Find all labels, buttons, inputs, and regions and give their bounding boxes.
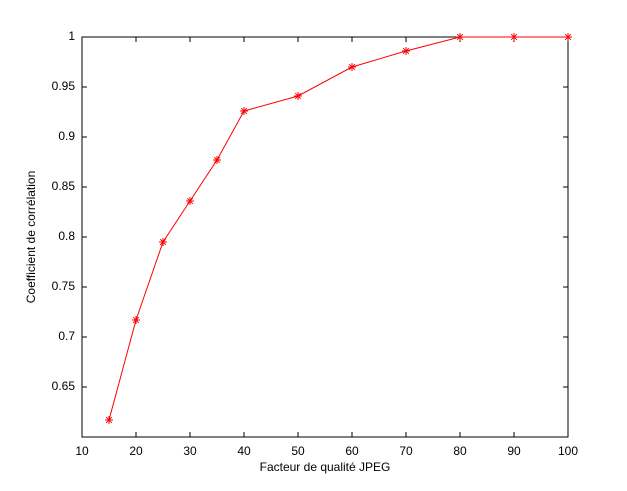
y-tick-label: 0.9: [58, 129, 75, 143]
data-point: [402, 47, 410, 55]
data-point: [240, 107, 248, 115]
marker-stroke: [294, 92, 302, 100]
data-point: [564, 33, 572, 41]
x-tick-label: 90: [507, 444, 521, 458]
marker-stroke: [456, 33, 464, 41]
marker-stroke: [510, 33, 518, 41]
x-tick-label: 40: [237, 444, 251, 458]
marker-stroke: [213, 156, 221, 164]
x-tick-label: 100: [558, 444, 578, 458]
x-axis-label: Facteur de qualité JPEG: [260, 460, 391, 474]
plot-area: [81, 36, 569, 438]
data-point: [132, 316, 140, 324]
marker-stroke: [240, 107, 248, 115]
y-tick-label: 0.65: [52, 379, 76, 393]
marker-stroke: [132, 316, 140, 324]
x-tick-label: 50: [291, 444, 305, 458]
data-point: [456, 33, 464, 41]
y-tick-label: 0.85: [52, 179, 76, 193]
data-line: [108, 36, 568, 421]
marker-stroke: [564, 33, 572, 41]
marker-stroke: [186, 197, 194, 205]
x-tick-label: 70: [399, 444, 413, 458]
marker-stroke: [105, 416, 113, 424]
data-point: [105, 416, 113, 424]
marker-stroke: [402, 47, 410, 55]
data-point: [186, 197, 194, 205]
y-tick-label: 1: [68, 29, 75, 43]
data-point: [294, 92, 302, 100]
x-tick-label: 60: [345, 444, 359, 458]
marker-stroke: [348, 63, 356, 71]
data-point: [159, 238, 167, 246]
data-point: [510, 33, 518, 41]
y-tick-label: 0.95: [52, 79, 76, 93]
y-tick-label: 0.7: [58, 329, 75, 343]
y-tick-label: 0.75: [52, 279, 76, 293]
x-tick-label: 80: [453, 444, 467, 458]
marker-stroke: [159, 238, 167, 246]
data-point: [213, 156, 221, 164]
x-tick-label: 30: [183, 444, 197, 458]
x-tick-label: 10: [75, 444, 89, 458]
y-axis-label: Coefficient de corrélation: [24, 171, 38, 304]
y-tick-label: 0.8: [58, 229, 75, 243]
data-point: [348, 63, 356, 71]
x-tick-label: 20: [129, 444, 143, 458]
